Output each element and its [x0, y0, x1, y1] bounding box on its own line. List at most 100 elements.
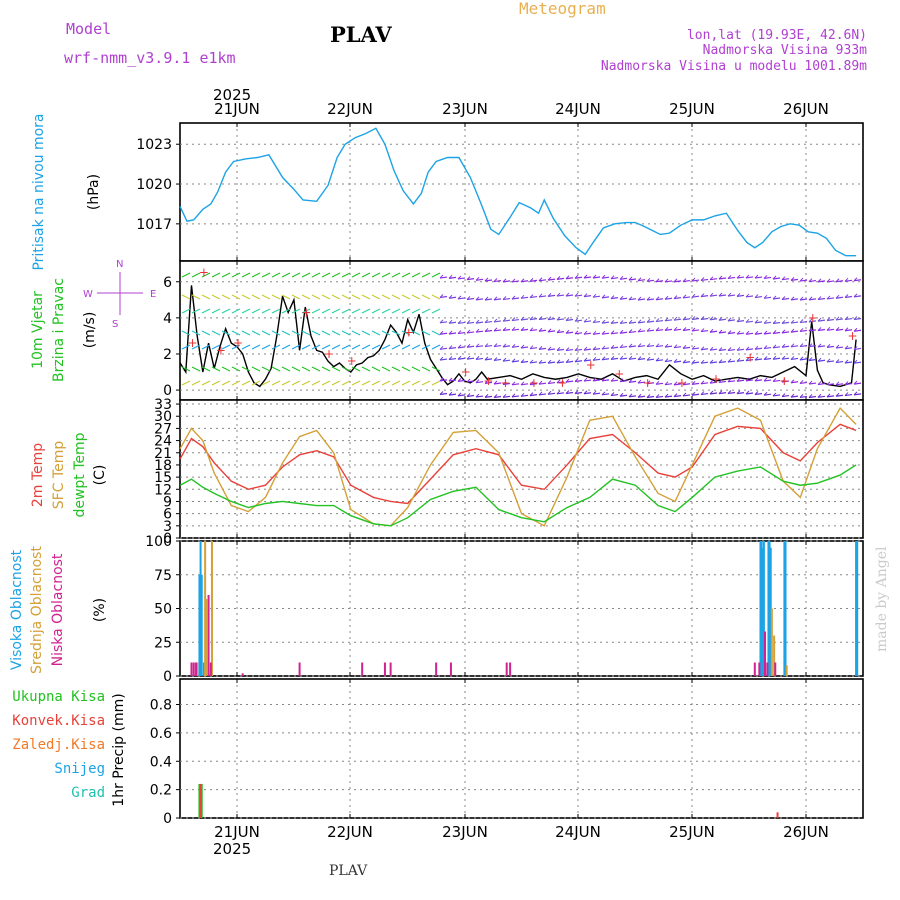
wind-arrowhead-2-710 [709, 316, 714, 321]
wind-arrowhead-7-647 [646, 394, 651, 398]
wind-arrowhead-1-494 [493, 296, 498, 301]
wind-arrow-early-2-212 [211, 308, 221, 314]
wind-arrow-7-476 [475, 395, 484, 398]
wind-arrow-early-5-222 [221, 366, 231, 372]
wind-arrow-5-827 [826, 360, 835, 363]
bar-clouds-2-13 [509, 662, 512, 676]
wind-arrowhead-2-584 [583, 318, 588, 323]
ylabel-cloud-low: Niska Oblacnost [50, 553, 66, 666]
wind-arrowhead-4-683 [682, 345, 687, 349]
wind-arrowhead-3-557 [556, 329, 561, 333]
day-label-bottom-5: 26JUN [783, 823, 829, 841]
wind-arrow-7-836 [835, 394, 844, 397]
wind-arrowhead-2-845 [844, 316, 849, 320]
wind-arrow-4-521 [520, 346, 529, 349]
wind-arrow-early-4-392 [391, 344, 401, 350]
wind-arrow-3-773 [772, 331, 781, 335]
wind-arrow-early-6-242 [241, 380, 251, 386]
station-title: PLAV [330, 22, 392, 47]
wind-arrow-early-0-332 [331, 272, 341, 278]
wind-arrow-1-467 [466, 297, 475, 301]
wind-arrow-5-791 [790, 357, 799, 361]
wind-arrow-2-827 [826, 318, 835, 322]
wind-arrow-early-3-232 [231, 330, 241, 336]
wind-arrow-6-593 [592, 379, 601, 382]
wind-arrowhead-3-566 [565, 329, 570, 334]
wind-arrowhead-1-809 [808, 296, 813, 301]
wind-arrow-7-548 [547, 392, 556, 395]
bar-clouds-2-10 [435, 662, 438, 676]
ytick-label-pressure-0: 1017 [136, 217, 172, 233]
wind-arrow-5-575 [574, 360, 583, 363]
wind-arrow-6-521 [520, 383, 529, 386]
wind-arrow-early-2-202 [201, 308, 211, 314]
wind-arrow-0-584 [583, 276, 592, 279]
wind-arrow-4-737 [736, 348, 745, 351]
wind-arrow-4-602 [601, 347, 610, 350]
wind-arrowhead-6-539 [538, 380, 543, 385]
wind-arrowhead-2-827 [826, 317, 831, 321]
wind-arrow-1-683 [682, 296, 691, 299]
wind-arrowhead-7-593 [592, 390, 597, 395]
wind-arrowhead-0-845 [844, 277, 849, 282]
wind-arrowhead-6-566 [565, 378, 570, 383]
wind-arrow-1-548 [547, 294, 556, 297]
bar-clouds-1-4 [770, 608, 773, 676]
wind-arrow-4-530 [529, 347, 538, 350]
day-label-bottom-3: 24JUN [555, 823, 601, 841]
wind-arrowhead-0-674 [673, 278, 678, 283]
wind-arrowhead-3-683 [682, 327, 687, 331]
wind-arrow-2-485 [484, 320, 493, 324]
model-name: wrf-nmm_v3.9.1 e1km [64, 49, 236, 67]
wind-arrowhead-0-485 [484, 277, 489, 282]
wind-arrowhead-5-692 [691, 359, 696, 364]
ytick-label-temperature-5: 15 [154, 470, 172, 486]
wind-arrowhead-0-494 [493, 278, 498, 282]
wind-arrowhead-4-719 [718, 347, 723, 351]
wind-arrowhead-3-746 [745, 330, 750, 335]
wind-arrowhead-1-728 [727, 292, 732, 297]
ytick-label-wind-2: 4 [163, 311, 172, 327]
bar-clouds-1-0 [196, 662, 199, 676]
wind-arrowhead-1-476 [475, 296, 480, 301]
ylabel-pressure-unit: (hPa) [86, 174, 102, 210]
gust-marker-2: + [216, 343, 226, 357]
wind-arrow-6-611 [610, 379, 619, 382]
wind-arrow-1-728 [727, 294, 736, 297]
wind-arrow-1-719 [718, 294, 727, 297]
wind-arrowhead-6-764 [763, 377, 768, 382]
wind-arrow-early-0-222 [221, 272, 231, 278]
wind-arrowhead-3-521 [520, 327, 525, 331]
wind-arrow-4-755 [754, 347, 763, 350]
ylabel-wind-1: 10m Vjetar [30, 291, 46, 369]
wind-arrowhead-5-449 [448, 356, 453, 360]
wind-arrow-early-5-252 [251, 366, 261, 372]
wind-arrow-early-6-422 [421, 380, 431, 386]
wind-arrow-1-755 [754, 295, 763, 299]
wind-arrow-3-548 [547, 330, 556, 333]
wind-arrowhead-6-611 [610, 377, 615, 382]
wind-arrow-2-791 [790, 321, 799, 324]
wind-arrow-0-593 [592, 276, 601, 279]
wind-arrow-3-782 [781, 331, 790, 334]
series-temperature-1 [179, 406, 857, 527]
wind-arrow-early-3-432 [431, 330, 441, 336]
wind-arrowhead-2-503 [502, 317, 507, 322]
wind-arrow-1-800 [799, 298, 808, 301]
wind-arrowhead-3-458 [457, 330, 462, 334]
wind-arrowhead-1-782 [781, 296, 786, 300]
wind-arrowhead-7-692 [691, 391, 696, 396]
wind-arrow-0-764 [763, 276, 772, 280]
wind-arrow-2-467 [466, 321, 475, 325]
wind-arrow-early-6-392 [391, 380, 401, 386]
wind-arrowhead-1-467 [466, 296, 471, 300]
wind-arrow-5-566 [565, 360, 574, 363]
wind-arrowhead-5-782 [781, 355, 786, 360]
wind-arrow-7-827 [826, 395, 835, 398]
wind-arrowhead-6-638 [637, 379, 642, 384]
wind-arrow-early-1-182 [181, 294, 191, 300]
wind-arrow-early-2-222 [221, 308, 231, 314]
wind-arrowhead-4-845 [844, 345, 849, 350]
wind-arrowhead-7-836 [835, 392, 840, 397]
wind-arrow-6-449 [448, 379, 457, 382]
